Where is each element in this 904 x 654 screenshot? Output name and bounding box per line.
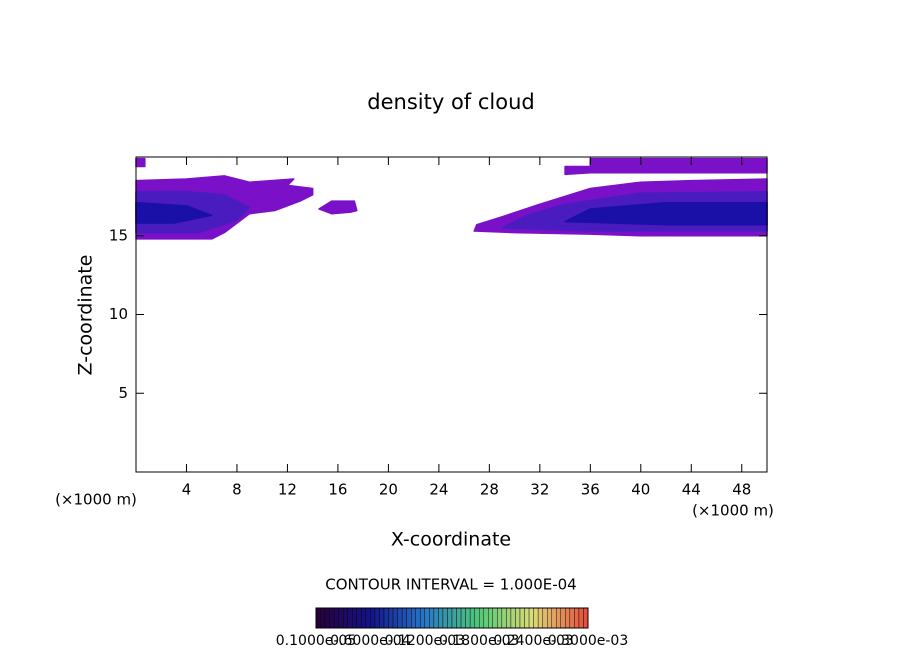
y-tick-label: 15 (109, 226, 128, 244)
colorbar-cell (438, 607, 444, 629)
x-tick-label: 24 (429, 481, 448, 499)
x-unit-right: (×1000 m) (692, 502, 774, 520)
y-tick-label: 10 (109, 305, 128, 323)
colorbar-cell (343, 607, 348, 629)
x-tick-label: 20 (379, 481, 398, 499)
colorbar-cell (492, 607, 498, 629)
colorbar-cell (483, 607, 489, 629)
colorbar-cell (379, 607, 385, 629)
colorbar-cell (388, 607, 394, 629)
colorbar-cell (424, 607, 430, 629)
x-tick-label: 40 (631, 481, 650, 499)
x-tick-label: 4 (182, 481, 192, 499)
colorbar-cell (506, 607, 512, 629)
colorbar-cell (442, 607, 448, 629)
colorbar-cell (374, 607, 380, 629)
x-tick-label: 32 (530, 481, 549, 499)
colorbar-cell (383, 607, 389, 629)
contour-fills (135, 157, 768, 240)
chart-title: density of cloud (367, 90, 534, 114)
colorbar-cell (460, 607, 466, 629)
colorbar-cell (411, 607, 416, 629)
colorbar-label: 0.2400e-03 (493, 633, 573, 649)
y-axis-label: Z-coordinate (75, 255, 97, 376)
colorbar-label: 0.3000e-03 (548, 633, 628, 649)
x-tick-label: 12 (278, 481, 297, 499)
colorbar-cell (488, 607, 493, 629)
colorbar-cell (465, 607, 471, 629)
colorbar-cell (551, 607, 557, 629)
colorbar-cell (537, 607, 543, 629)
colorbar-label: 0.1000e-05 (276, 633, 356, 649)
colorbar-cell (433, 607, 439, 629)
colorbar-cell (315, 607, 321, 629)
x-tick-label: 48 (732, 481, 751, 499)
colorbar-cell (469, 607, 475, 629)
colorbar-cell (456, 607, 462, 629)
x-tick-label: 16 (328, 481, 347, 499)
colorbar-cell (497, 607, 503, 629)
colorbar-cell (324, 607, 330, 629)
contour-region (318, 200, 358, 215)
contour-note: CONTOUR INTERVAL = 1.000E-04 (325, 576, 576, 594)
colorbar-cell (519, 607, 525, 629)
colorbar-cell (528, 607, 534, 629)
colorbar-cell (347, 607, 353, 629)
colorbar-cell (578, 607, 584, 629)
colorbar-cell (524, 607, 530, 629)
colorbar-label: 0.1800e-03 (439, 633, 519, 649)
x-axis-label: X-coordinate (391, 529, 511, 551)
colorbar-cell (429, 607, 435, 629)
colorbar-cell (583, 607, 589, 629)
y-tick-label: 5 (118, 384, 128, 402)
colorbar-cell (515, 607, 521, 629)
colorbar-cell (397, 607, 403, 629)
colorbar-cell (574, 607, 580, 629)
colorbar-cell (392, 607, 398, 629)
contour-region (135, 157, 146, 168)
x-tick-label: 36 (581, 481, 600, 499)
x-tick-label: 44 (682, 481, 701, 499)
colorbar-cell (533, 607, 539, 629)
x-tick-label: 8 (232, 481, 242, 499)
colorbar-label: 0.1200e-03 (385, 633, 465, 649)
contour-region (564, 157, 768, 176)
colorbar-cell (501, 607, 507, 629)
colorbar-cell (547, 607, 552, 629)
colorbar-cell (542, 607, 548, 629)
colorbar-cell (479, 607, 484, 629)
colorbar-cell (569, 607, 575, 629)
colorbar-cell (560, 607, 566, 629)
colorbar-cell (451, 607, 457, 629)
colorbar-cell (510, 607, 516, 629)
colorbar-cell (447, 607, 453, 629)
colorbar-cell (556, 607, 561, 629)
colorbar-cell (474, 607, 480, 629)
colorbar-cell (329, 607, 335, 629)
colorbar-cell (352, 607, 357, 629)
colorbar-cell (370, 607, 376, 629)
colorbar-cell (356, 607, 362, 629)
x-tick-label: 28 (480, 481, 499, 499)
colorbar-cell (333, 607, 339, 629)
colorbar-cell (565, 607, 571, 629)
colorbar-cell (415, 607, 421, 629)
x-unit-left: (×1000 m) (55, 491, 137, 509)
colorbar-cell (420, 607, 425, 629)
colorbar-frame (315, 607, 589, 629)
colorbar-cell (406, 607, 412, 629)
colorbar: 0.1000e-050.6000e-040.1200e-030.1800e-03… (276, 607, 628, 649)
colorbar-cell (365, 607, 371, 629)
colorbar-cell (320, 607, 326, 629)
colorbar-label: 0.6000e-04 (330, 633, 411, 649)
colorbar-cell (401, 607, 407, 629)
colorbar-cell (338, 607, 344, 629)
colorbar-cell (361, 607, 367, 629)
